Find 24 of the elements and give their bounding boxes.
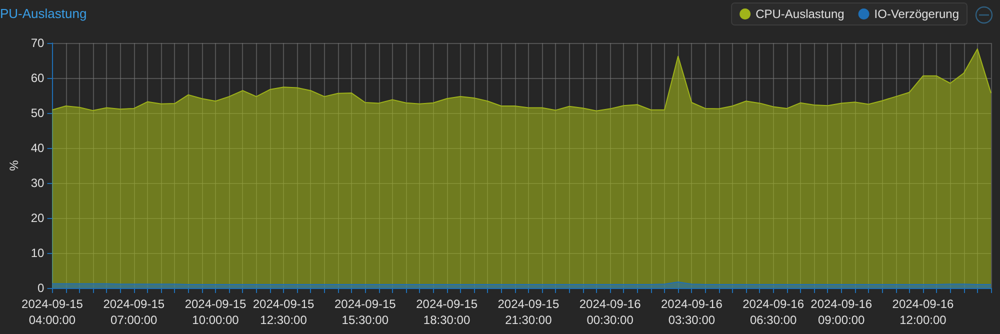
x-tick-label: 2024-09-16 00:30:00	[579, 297, 642, 327]
x-tick-label: 2024-09-15 12:30:00	[252, 297, 315, 327]
x-tick-label: 2024-09-15 15:30:00	[334, 297, 396, 327]
y-tick-label: 40	[30, 141, 45, 155]
y-tick-label: 0	[38, 281, 45, 295]
x-tick-label: 2024-09-15 07:00:00	[103, 297, 165, 327]
legend-label: CPU-Auslastung	[756, 7, 844, 21]
x-tick-label: 2024-09-15 21:30:00	[498, 297, 560, 327]
y-tick-label: 70	[30, 36, 45, 50]
y-tick-label: 20	[30, 211, 45, 225]
y-axis-title: %	[7, 160, 21, 171]
y-tick-label: 60	[30, 71, 45, 85]
y-tick-label: 10	[30, 246, 45, 260]
x-tick-label: 2024-09-16 06:30:00	[742, 297, 804, 327]
x-tick-label: 2024-09-15 18:30:00	[416, 297, 478, 327]
x-tick-label: 2024-09-15 04:00:00	[22, 297, 84, 327]
x-tick-label: 2024-09-15 10:00:00	[184, 297, 247, 327]
x-tick-label: 2024-09-16 09:00:00	[810, 297, 872, 327]
x-tick-label: 2024-09-16 03:30:00	[660, 297, 723, 327]
chart-title: PU-Auslastung	[0, 6, 87, 21]
legend-label: IO-Verzögerung	[874, 7, 960, 21]
x-tick-label: 2024-09-16 12:00:00	[892, 297, 954, 327]
y-tick-label: 30	[30, 176, 45, 190]
y-tick-label: 50	[30, 106, 45, 120]
